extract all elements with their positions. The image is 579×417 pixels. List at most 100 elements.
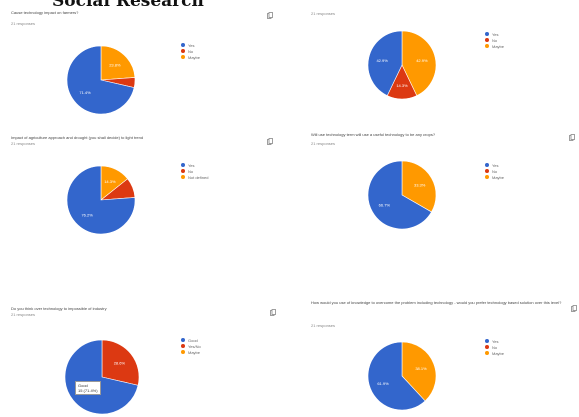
legend-item: Good bbox=[181, 337, 201, 343]
legend-item: Maybe bbox=[485, 43, 504, 49]
response-count: 21 responses bbox=[311, 11, 336, 16]
copy-icon[interactable] bbox=[571, 305, 577, 312]
copy-icon[interactable] bbox=[267, 138, 273, 145]
question-text: Will use technology term will use a usef… bbox=[311, 132, 436, 137]
pie-slice-1[interactable] bbox=[66, 45, 135, 115]
pie-chart: 23.8% 71.4% bbox=[66, 45, 136, 115]
chart-legend: Good Yes/No Maybe bbox=[181, 337, 201, 355]
legend-swatch bbox=[485, 44, 489, 48]
legend-label: Maybe bbox=[188, 349, 201, 355]
pie-slice-2[interactable] bbox=[101, 339, 140, 386]
chart-legend: Yes No Not defined bbox=[181, 162, 208, 180]
legend-swatch bbox=[181, 49, 185, 53]
pie-slice-3[interactable] bbox=[401, 30, 437, 97]
legend-item: No bbox=[181, 48, 200, 54]
slice-label: 66.7% bbox=[379, 203, 391, 208]
legend-label: No bbox=[188, 168, 194, 174]
question-text: Cause technology impact on farmers? bbox=[11, 10, 79, 15]
legend-label: Good bbox=[188, 337, 198, 343]
legend-label: Yes bbox=[492, 162, 499, 168]
slice-label: 28.6% bbox=[114, 361, 126, 366]
page-title: Social Research bbox=[52, 0, 204, 11]
response-count: 21 responses bbox=[311, 141, 336, 146]
legend-swatch bbox=[485, 175, 489, 179]
response-count: 21 responses bbox=[11, 141, 36, 146]
chart-panel-3: Impact of agriculture approach and droug… bbox=[11, 135, 291, 265]
pie-slice-1[interactable] bbox=[64, 339, 139, 415]
chart-panel-4: Will use technology term will use a usef… bbox=[311, 132, 579, 267]
legend-item: No bbox=[485, 344, 504, 350]
slice-label: 71.4% bbox=[79, 90, 91, 95]
slice-label: 42.9% bbox=[416, 58, 428, 63]
legend-item: Maybe bbox=[485, 350, 504, 356]
legend-label: Yes bbox=[492, 338, 499, 344]
pie-slice-1[interactable] bbox=[367, 30, 403, 97]
chart-legend: Yes No Maybe bbox=[485, 31, 504, 49]
legend-label: Maybe bbox=[492, 350, 505, 356]
legend-swatch bbox=[485, 345, 489, 349]
legend-swatch bbox=[485, 351, 489, 355]
chart-legend: Yes No Maybe bbox=[485, 162, 504, 180]
copy-icon[interactable] bbox=[569, 134, 575, 141]
legend-item: Yes bbox=[485, 162, 504, 168]
tooltip-value: 15 (71.4%) bbox=[78, 388, 98, 393]
legend-label: Yes bbox=[188, 42, 195, 48]
pie-slice-1[interactable] bbox=[367, 160, 432, 230]
pie-chart: 42.9% 14.3% 42.9% bbox=[367, 30, 437, 100]
legend-swatch bbox=[181, 43, 185, 47]
legend-label: No bbox=[188, 48, 194, 54]
question-text: How would you use of knowledge to overco… bbox=[311, 300, 562, 305]
chart-panel-2: 21 responses 42.9% 14.3% 42.9% Yes No Maybe bbox=[311, 10, 579, 130]
slice-label: 61.9% bbox=[377, 381, 389, 386]
legend-label: Yes bbox=[188, 162, 195, 168]
legend-item: Not defined bbox=[181, 174, 208, 180]
legend-label: No bbox=[492, 344, 498, 350]
legend-swatch bbox=[181, 344, 185, 348]
legend-swatch bbox=[181, 55, 185, 59]
copy-icon[interactable] bbox=[270, 309, 276, 316]
pie-chart: 38.1% 61.9% bbox=[367, 341, 437, 411]
pie-slice-3[interactable] bbox=[401, 160, 437, 213]
legend-swatch bbox=[181, 338, 185, 342]
question-text: Do you think over technology to impossib… bbox=[11, 306, 107, 311]
chart-panel-1: Cause technology impact on farmers? 21 r… bbox=[11, 10, 291, 130]
copy-icon[interactable] bbox=[267, 12, 273, 19]
pie-slice-3[interactable] bbox=[401, 341, 437, 402]
legend-item: No bbox=[485, 37, 504, 43]
legend-label: Maybe bbox=[492, 43, 505, 49]
legend-label: Maybe bbox=[188, 54, 201, 60]
legend-label: Maybe bbox=[492, 174, 505, 180]
pie-slice-1[interactable] bbox=[367, 341, 426, 411]
legend-swatch bbox=[485, 32, 489, 36]
slice-tooltip: Good 15 (71.4%) bbox=[75, 381, 101, 395]
legend-swatch bbox=[485, 38, 489, 42]
legend-label: Not defined bbox=[188, 174, 209, 180]
legend-label: No bbox=[492, 37, 498, 43]
response-count: 21 responses bbox=[11, 21, 36, 26]
legend-item: Yes bbox=[181, 162, 208, 168]
question-text: Impact of agriculture approach and droug… bbox=[11, 135, 144, 140]
slice-label: 76.2% bbox=[81, 212, 93, 217]
legend-swatch bbox=[181, 350, 185, 354]
legend-item: Yes bbox=[181, 42, 200, 48]
tooltip-label: Good bbox=[78, 383, 88, 388]
legend-item: Yes/No bbox=[181, 343, 201, 349]
legend-item: Yes bbox=[485, 338, 504, 344]
slice-label: 23.8% bbox=[109, 63, 121, 68]
response-count: 21 responses bbox=[11, 312, 36, 317]
pie-slice-1[interactable] bbox=[66, 165, 136, 235]
slice-label: 33.3% bbox=[414, 182, 426, 187]
legend-item: No bbox=[485, 168, 504, 174]
chart-legend: Yes No Maybe bbox=[181, 42, 200, 60]
legend-item: No bbox=[181, 168, 208, 174]
legend-swatch bbox=[181, 169, 185, 173]
legend-item: Maybe bbox=[181, 54, 200, 60]
response-count: 21 responses bbox=[311, 323, 336, 328]
chart-panel-5: Do you think over technology to impossib… bbox=[11, 306, 291, 417]
legend-item: Maybe bbox=[181, 349, 201, 355]
pie-chart: 33.3% 66.7% bbox=[367, 160, 437, 230]
pie-slice-3[interactable] bbox=[100, 45, 136, 81]
legend-swatch bbox=[181, 163, 185, 167]
legend-label: Yes/No bbox=[188, 343, 201, 349]
slice-label: 38.1% bbox=[415, 366, 427, 371]
